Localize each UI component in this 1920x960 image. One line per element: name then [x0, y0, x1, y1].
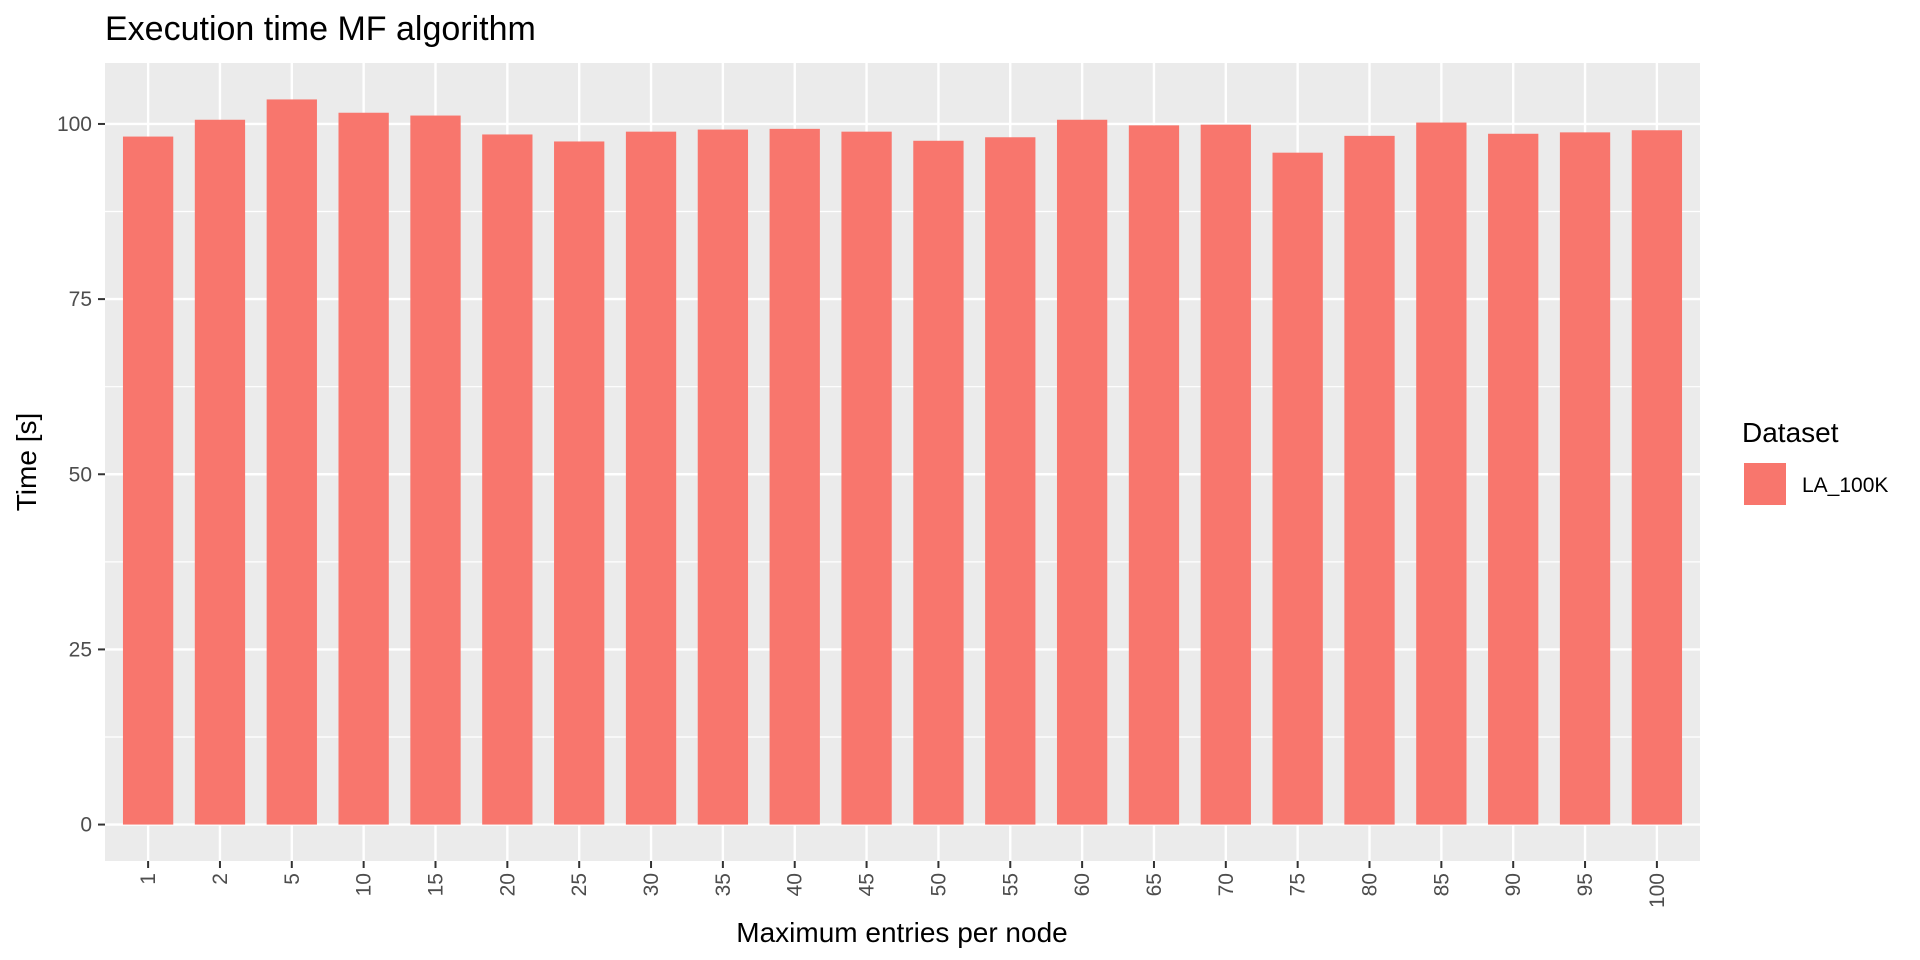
x-tick-label: 30 — [640, 873, 663, 896]
y-axis-title: Time [s] — [11, 413, 42, 512]
bar-25 — [554, 141, 605, 825]
bar-35 — [697, 129, 749, 825]
bar-60 — [1056, 119, 1108, 825]
bar-2 — [194, 119, 246, 825]
legend-key-la-100k — [1744, 463, 1786, 505]
y-tick-label: 0 — [80, 814, 92, 837]
bar-1 — [122, 136, 174, 825]
bar-20 — [482, 134, 533, 825]
y-tick-label: 50 — [69, 463, 92, 486]
x-tick-label: 55 — [999, 873, 1022, 896]
bar-45 — [841, 131, 892, 825]
x-tick-label: 40 — [784, 873, 807, 896]
x-tick-label: 80 — [1359, 873, 1382, 896]
x-axis: 1 2 5 10 15 20 25 30 35 40 45 50 55 60 65 70 75 80 85 90 95 1… — [137, 861, 1669, 908]
x-tick-label: 85 — [1430, 873, 1453, 896]
x-tick-label: 90 — [1502, 873, 1525, 896]
bar-90 — [1488, 133, 1539, 825]
x-tick-label: 70 — [1215, 873, 1238, 896]
y-tick-label: 100 — [57, 113, 92, 136]
x-tick-label: 20 — [496, 873, 519, 896]
x-tick-label: 95 — [1574, 873, 1597, 896]
bar-50 — [913, 140, 964, 825]
legend-title: Dataset — [1742, 417, 1839, 448]
bar-65 — [1128, 125, 1180, 825]
bar-70 — [1200, 124, 1251, 825]
x-tick-label: 50 — [927, 873, 950, 896]
bar-30 — [625, 131, 677, 825]
x-tick-label: 5 — [281, 873, 304, 885]
x-tick-label: 1 — [137, 873, 160, 885]
bar-75 — [1272, 152, 1323, 825]
y-tick-label: 25 — [69, 638, 92, 661]
x-tick-label: 2 — [209, 873, 232, 885]
x-tick-label: 65 — [1143, 873, 1166, 896]
x-tick-label: 35 — [712, 873, 735, 896]
bar-15 — [410, 115, 461, 825]
y-tick-label: 75 — [69, 288, 92, 311]
legend-label-la-100k: LA_100K — [1802, 474, 1888, 497]
x-tick-label: 10 — [353, 873, 376, 896]
x-axis-title: Maximum entries per node — [736, 917, 1067, 948]
x-tick-label: 45 — [856, 873, 879, 896]
x-tick-label: 25 — [568, 873, 591, 896]
bar-100 — [1631, 130, 1683, 825]
x-tick-label: 75 — [1287, 873, 1310, 896]
x-tick-label: 15 — [424, 873, 447, 896]
chart-title: Execution time MF algorithm — [105, 10, 536, 48]
bar-85 — [1416, 122, 1467, 825]
bars — [122, 99, 1683, 825]
legend: Dataset LA_100K — [1742, 417, 1888, 505]
bar-5 — [266, 99, 317, 825]
bar-80 — [1344, 135, 1395, 825]
bar-55 — [985, 137, 1036, 825]
bar-95 — [1559, 132, 1611, 825]
x-tick-label: 60 — [1071, 873, 1094, 896]
y-axis: 0 25 50 75 100 — [57, 113, 105, 837]
bar-40 — [769, 128, 820, 825]
bar-10 — [338, 112, 389, 825]
x-tick-label: 100 — [1646, 873, 1669, 908]
